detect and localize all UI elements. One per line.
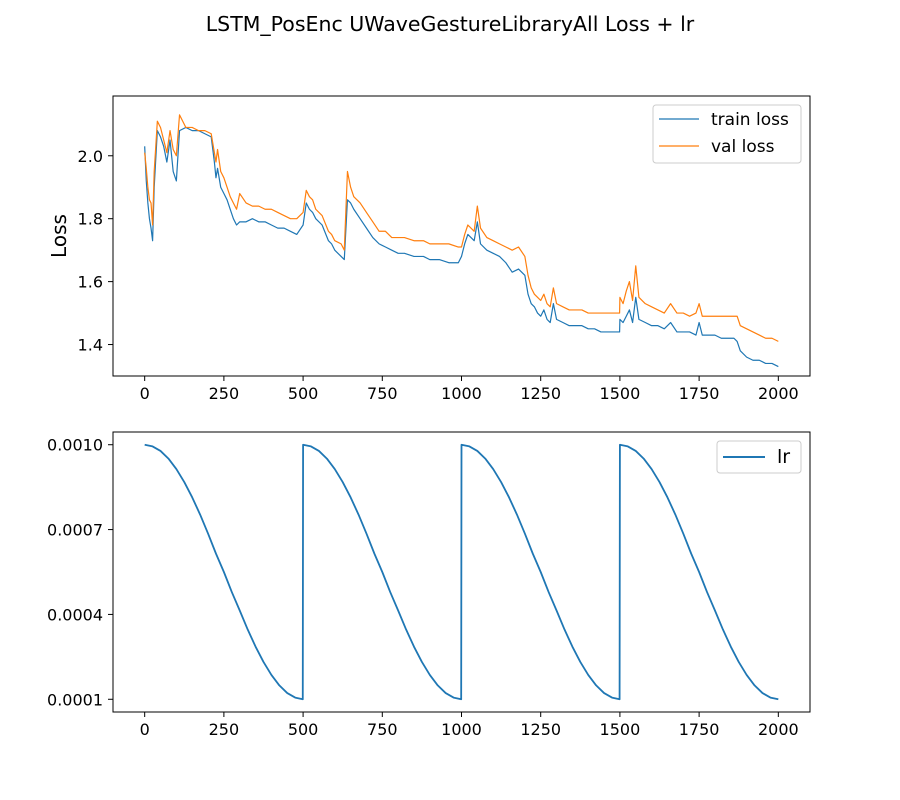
loss-lines — [144, 114, 779, 368]
y-tick-label: 0.0001 — [47, 690, 103, 709]
x-tick-label: 1250 — [520, 720, 561, 739]
series-line-train-loss — [144, 126, 779, 368]
loss-y-ticks: 1.4 1.6 1.8 2.0 — [78, 147, 113, 355]
lr-legend: lr — [716, 440, 802, 474]
x-tick-label: 0 — [140, 720, 150, 739]
y-tick-label: 1.4 — [78, 336, 103, 355]
x-tick-label: 1500 — [600, 384, 641, 403]
lr-plot: 0 250 500 750 1000 1250 1500 1750 2000 0.00010.0… — [47, 431, 811, 739]
x-tick-label: 500 — [288, 720, 319, 739]
y-tick-label: 1.6 — [78, 273, 103, 292]
loss-x-ticks: 0 250 500 750 1000 1250 1500 1750 2000 — [140, 376, 799, 403]
legend-label: train loss — [711, 110, 789, 130]
x-tick-label: 2000 — [758, 384, 799, 403]
lr-y-ticks: 0.0001 0.0004 0.0007 0.0010 — [47, 436, 113, 709]
x-tick-label: 500 — [288, 384, 319, 403]
loss-legend: train loss val loss — [652, 104, 802, 164]
legend-label: val loss — [711, 137, 775, 157]
x-tick-label: 1500 — [600, 720, 641, 739]
series-line-val-loss — [144, 114, 779, 342]
y-tick-label: 0.0004 — [47, 605, 103, 624]
lr-x-ticks: 0 250 500 750 1000 1250 1500 1750 2000 — [140, 712, 799, 739]
x-tick-label: 1250 — [520, 384, 561, 403]
x-tick-label: 0 — [140, 384, 150, 403]
y-tick-label: 1.8 — [78, 210, 103, 229]
x-tick-label: 250 — [209, 720, 240, 739]
x-tick-label: 1000 — [441, 384, 482, 403]
y-tick-label: 0.0007 — [47, 521, 103, 540]
x-tick-label: 250 — [209, 384, 240, 403]
figure-title: LSTM_PosEnc UWaveGestureLibraryAll Loss … — [206, 12, 695, 37]
x-tick-label: 1750 — [679, 384, 720, 403]
x-tick-label: 750 — [367, 384, 398, 403]
legend-label: lr — [777, 446, 790, 468]
loss-plot: 0 250 500 750 1000 1250 1500 1750 2000 1.4 1.6 1.8… — [47, 95, 811, 403]
y-tick-label: 2.0 — [78, 147, 103, 166]
loss-y-axis-label: Loss — [47, 214, 71, 258]
x-tick-label: 1750 — [679, 720, 720, 739]
series-line-lr — [144, 443, 779, 701]
lr-lines — [144, 443, 779, 701]
x-tick-label: 750 — [367, 720, 398, 739]
x-tick-label: 1000 — [441, 720, 482, 739]
x-tick-label: 2000 — [758, 720, 799, 739]
y-tick-label: 0.0010 — [47, 436, 103, 455]
